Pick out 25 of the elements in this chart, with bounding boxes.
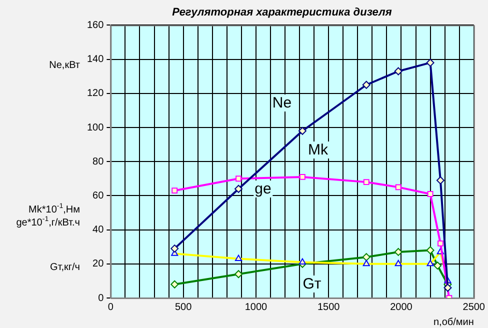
annotation: Ne	[271, 94, 293, 112]
y-tick-label: 0	[98, 292, 104, 304]
x-axis-title: n,об/мин	[433, 316, 474, 328]
y-tick-label: 160	[86, 20, 104, 31]
y-tick-label: 80	[92, 156, 104, 168]
text: Ne,кВт	[49, 60, 80, 71]
text: Mk*10$^{-1}$,Нм	[28, 203, 80, 216]
x-tick-label: 500	[174, 302, 192, 313]
x-tick-label: 2500	[462, 302, 486, 313]
y-tick-label: 120	[86, 88, 104, 100]
y-tick-label: 140	[86, 54, 104, 66]
annotation: Gт	[302, 276, 322, 292]
x-tick-label: 1500	[317, 302, 340, 313]
text: ge*10$^{-1}$,г/кВт.ч	[16, 216, 80, 228]
annotation: ge	[254, 180, 272, 198]
chart-title: Регуляторная характеристика дизеля	[172, 6, 392, 19]
y-tick-label: 100	[86, 122, 104, 134]
y-tick-label: 20	[92, 258, 104, 270]
annotation: Mk	[307, 142, 329, 158]
x-tick-label: 1000	[244, 302, 268, 313]
x-tick-label: 2000	[390, 302, 413, 313]
y-tick-label: 40	[92, 224, 104, 236]
x-tick-label: 0	[108, 302, 114, 313]
y-tick-label: 60	[92, 190, 104, 202]
text: Gт,кг/ч	[50, 262, 80, 273]
